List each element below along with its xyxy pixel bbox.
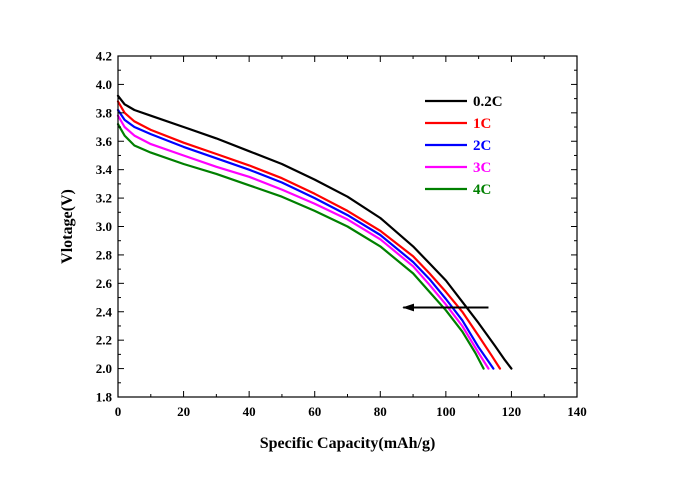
legend-label: 0.2C bbox=[473, 94, 503, 110]
legend-label: 1C bbox=[473, 116, 491, 132]
x-tick-label: 100 bbox=[436, 404, 456, 419]
x-tick-label: 0 bbox=[115, 404, 122, 419]
series-line-4c bbox=[116, 123, 485, 370]
series-line-1c bbox=[116, 100, 502, 370]
y-tick-label: 2.6 bbox=[96, 276, 113, 291]
x-tick-label: 80 bbox=[374, 404, 387, 419]
y-tick-label: 1.8 bbox=[96, 390, 113, 405]
y-tick-label: 2.2 bbox=[96, 333, 112, 348]
series-line-2c bbox=[116, 108, 495, 370]
y-tick-label: 2.0 bbox=[96, 361, 112, 376]
x-tick-label: 60 bbox=[308, 404, 321, 419]
legend-label: 4C bbox=[473, 182, 491, 198]
x-tick-label: 140 bbox=[567, 404, 587, 419]
legend-label: 2C bbox=[473, 138, 491, 154]
y-tick-label: 4.2 bbox=[96, 49, 112, 64]
y-tick-label: 2.4 bbox=[96, 304, 113, 319]
y-axis-title: Vlotage(V) bbox=[59, 189, 76, 264]
y-tick-label: 3.6 bbox=[96, 134, 113, 149]
x-tick-label: 120 bbox=[502, 404, 522, 419]
y-tick-label: 2.8 bbox=[96, 247, 113, 262]
y-tick-label: 4.0 bbox=[96, 77, 112, 92]
tick-layer: 0 20 40 60 80 100 120 140 1.8 2.0 2.2 2.4 2.6 2.8 3.0 3… bbox=[96, 49, 587, 420]
y-tick-label: 3.4 bbox=[96, 162, 113, 177]
x-tick-label: 40 bbox=[243, 404, 256, 419]
x-tick-label: 20 bbox=[177, 404, 190, 419]
series-layer bbox=[116, 94, 513, 370]
y-tick-label: 3.2 bbox=[96, 191, 112, 206]
y-tick-label: 3.0 bbox=[96, 219, 112, 234]
legend-label: 3C bbox=[473, 160, 491, 176]
x-axis-title: Specific Capacity(mAh/g) bbox=[260, 435, 436, 452]
legend: 0.2C 1C 2C 3C 4C bbox=[425, 94, 503, 198]
y-tick-label: 3.8 bbox=[96, 105, 113, 120]
series-line-3c bbox=[116, 114, 490, 370]
series-line-0-2c bbox=[116, 94, 513, 370]
